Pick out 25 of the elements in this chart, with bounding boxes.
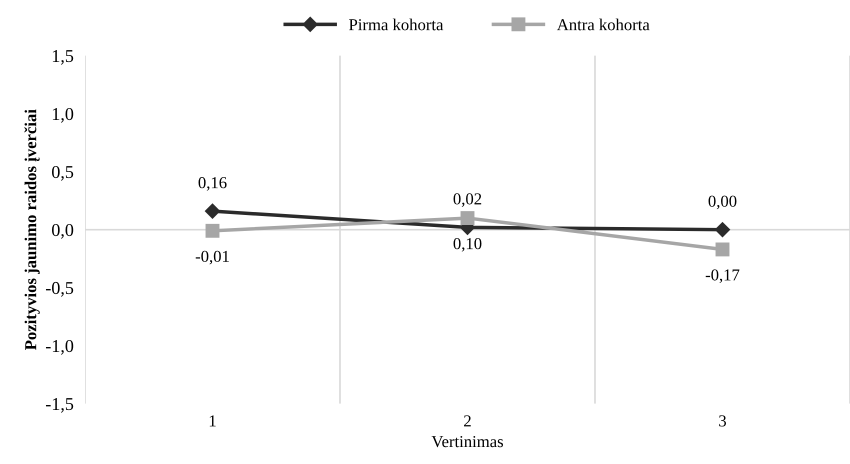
legend-label: Pirma kohorta	[349, 18, 444, 30]
x-tick-label: 1	[210, 415, 216, 426]
y-tick-label: 0,0	[52, 224, 74, 239]
y-tick-label: -1,5	[46, 398, 74, 413]
data-label: 0,10	[454, 238, 482, 252]
data-label: -0,17	[706, 269, 740, 283]
y-tick-label: 0,5	[52, 166, 74, 181]
y-tick-label: 1,5	[52, 50, 74, 65]
x-tick-label: 3	[719, 415, 726, 427]
x-tick-label: 2	[464, 415, 471, 426]
y-tick-label: 1,0	[52, 108, 74, 123]
data-label: 0,02	[454, 193, 482, 207]
y-tick-label: -1,0	[46, 340, 74, 355]
point	[716, 242, 730, 256]
data-label: -0,01	[196, 250, 229, 264]
x-axis-title: Vertinimas	[432, 436, 503, 448]
legend-label: Antra kohorta	[556, 18, 650, 30]
y-tick-label: -0,5	[46, 282, 74, 297]
y-axis-title: Pozityvios jaunimo raidos įverčiai	[24, 109, 40, 350]
data-label: 0,16	[198, 177, 227, 191]
point	[714, 222, 730, 238]
data-label: 0,00	[708, 196, 736, 210]
point	[460, 211, 474, 226]
point	[204, 204, 220, 219]
point	[206, 224, 220, 238]
